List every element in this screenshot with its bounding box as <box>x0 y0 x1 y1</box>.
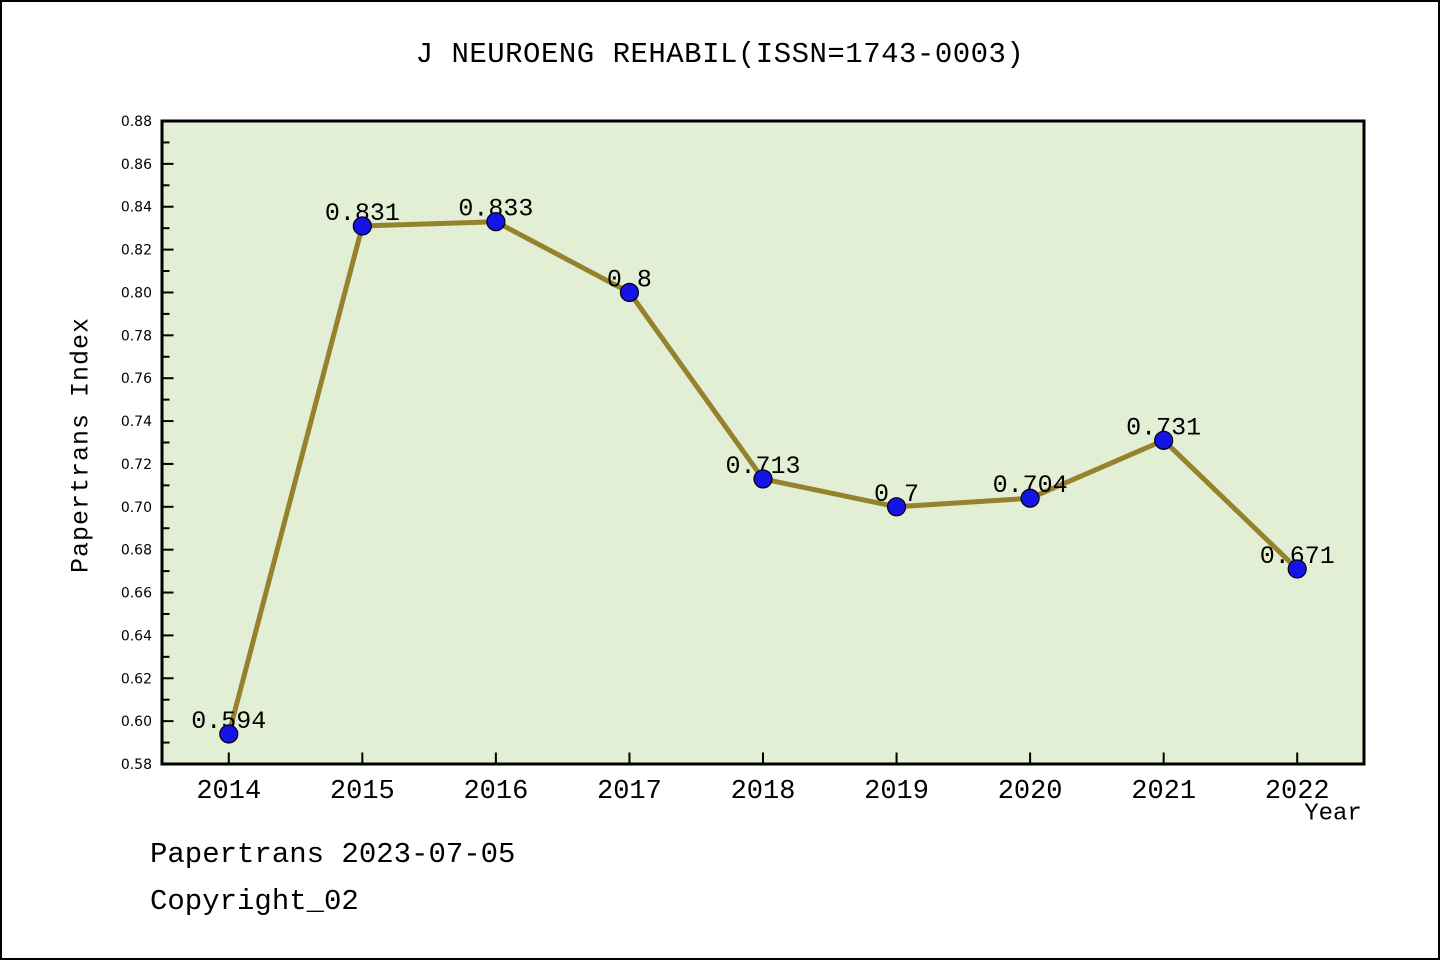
data-point <box>219 724 239 744</box>
chart-title: J NEUROENG REHABIL(ISSN=1743-0003) <box>415 38 1025 71</box>
y-tick-label: 0.82 <box>121 243 152 259</box>
x-tick-label: 2020 <box>998 777 1063 807</box>
y-tick-label: 0.72 <box>121 457 152 473</box>
y-tick-label: 0.64 <box>121 628 152 644</box>
x-axis-label: Year <box>1304 800 1362 828</box>
y-tick-label: 0.86 <box>121 157 152 173</box>
x-tick-label: 2018 <box>731 777 796 807</box>
y-tick-label: 0.78 <box>121 328 152 344</box>
x-tick-label: 2019 <box>864 777 929 807</box>
data-point <box>1154 430 1174 450</box>
y-tick-label: 0.66 <box>121 586 152 602</box>
data-point <box>486 212 506 232</box>
y-tick-label: 0.58 <box>121 757 152 773</box>
x-tick-label: 2015 <box>330 777 395 807</box>
x-tick-label: 2022 <box>1265 777 1330 807</box>
x-tick-label: 2021 <box>1131 777 1196 807</box>
y-tick-label: 0.80 <box>121 285 152 301</box>
y-tick-label: 0.76 <box>121 371 152 387</box>
y-tick-label: 0.74 <box>121 414 152 430</box>
y-tick-label: 0.60 <box>121 714 152 730</box>
footer-credit: Papertrans 2023-07-05 <box>150 838 516 871</box>
y-tick-label: 0.70 <box>121 500 152 516</box>
x-tick-label: 2014 <box>196 777 261 807</box>
data-point <box>886 497 907 517</box>
y-tick-label: 0.88 <box>121 114 152 130</box>
x-tick-label: 2017 <box>597 777 662 807</box>
data-point <box>352 216 372 236</box>
y-tick-label: 0.68 <box>121 543 152 559</box>
data-point <box>619 282 640 303</box>
data-point <box>1020 488 1040 508</box>
y-tick-label: 0.62 <box>121 671 152 687</box>
footer-copyright: Copyright_02 <box>150 885 359 918</box>
data-point <box>753 469 773 489</box>
y-axis-label: Papertrans Index <box>66 316 96 574</box>
data-point <box>1287 559 1307 579</box>
y-tick-label: 0.84 <box>121 200 152 216</box>
x-tick-label: 2016 <box>463 777 528 807</box>
